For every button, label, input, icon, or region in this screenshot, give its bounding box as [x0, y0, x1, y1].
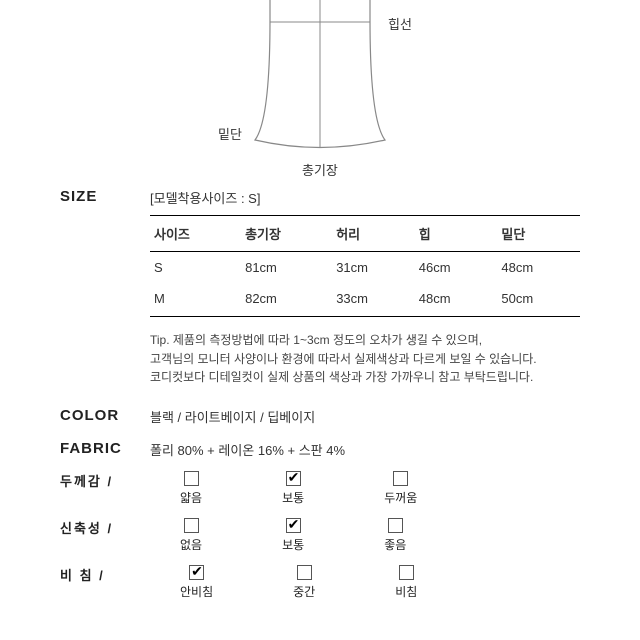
checkbox-icon — [399, 565, 414, 580]
size-cell: 33cm — [332, 283, 415, 317]
table-row: S81cm31cm46cm48cm — [150, 252, 580, 284]
table-row: M82cm33cm48cm50cm — [150, 283, 580, 317]
size-cell: 48cm — [497, 252, 580, 284]
size-table: 사이즈총기장허리힙밑단 S81cm31cm46cm48cmM82cm33cm48… — [150, 215, 580, 317]
option-label: 얇음 — [180, 489, 202, 506]
attribute-option: 보통 — [282, 518, 304, 553]
size-col-header: 밑단 — [497, 216, 580, 252]
option-label: 두꺼움 — [384, 489, 417, 506]
tip-line: 고객님의 모니터 사양이나 환경에 따라서 실제색상과 다르게 보일 수 있습니… — [150, 350, 580, 369]
size-cell: 31cm — [332, 252, 415, 284]
option-label: 보통 — [282, 489, 304, 506]
option-label: 없음 — [180, 536, 202, 553]
attribute-label: 신축성 / — [60, 518, 150, 537]
attribute-option: 두꺼움 — [384, 471, 417, 506]
attribute-row: 신축성 / 없음 보통 좋음 — [0, 518, 640, 553]
diagram-label-hem: 밑단 — [218, 124, 242, 143]
option-label: 안비침 — [180, 583, 213, 600]
size-cell: 50cm — [497, 283, 580, 317]
checkbox-icon — [286, 471, 301, 486]
checkbox-icon — [184, 471, 199, 486]
size-title: SIZE — [60, 188, 150, 205]
size-col-header: 힙 — [415, 216, 498, 252]
checkbox-icon — [297, 565, 312, 580]
fabric-title: FABRIC — [60, 440, 150, 457]
attribute-option: 비침 — [395, 565, 417, 600]
size-col-header: 사이즈 — [150, 216, 241, 252]
size-cell: 81cm — [241, 252, 332, 284]
size-cell: 82cm — [241, 283, 332, 317]
model-size-note: [모델착용사이즈 : S] — [150, 188, 580, 207]
color-value: 블랙 / 라이트베이지 / 딥베이지 — [150, 407, 580, 426]
diagram-label-hip: 힙선 — [388, 14, 412, 33]
attribute-row: 두께감 / 얇음 보통 두꺼움 — [0, 471, 640, 506]
attribute-row: 비 침 / 안비침 중간 비침 — [0, 565, 640, 600]
color-title: COLOR — [60, 407, 150, 424]
attribute-option: 보통 — [282, 471, 304, 506]
checkbox-icon — [388, 518, 403, 533]
checkbox-icon — [189, 565, 204, 580]
size-cell: 48cm — [415, 283, 498, 317]
fabric-value: 폴리 80% + 레이온 16% + 스판 4% — [150, 440, 580, 459]
size-col-header: 허리 — [332, 216, 415, 252]
checkbox-icon — [393, 471, 408, 486]
attribute-option: 중간 — [293, 565, 315, 600]
attribute-option: 없음 — [180, 518, 202, 553]
attribute-label: 두께감 / — [60, 471, 150, 490]
tip-line: 코디컷보다 디테일컷이 실제 상품의 색상과 가장 가까우니 참고 부탁드립니다… — [150, 368, 580, 387]
attribute-option: 좋음 — [384, 518, 406, 553]
option-label: 중간 — [293, 583, 315, 600]
diagram-label-length: 총기장 — [302, 160, 338, 179]
measurement-tip: Tip. 제품의 측정방법에 따라 1~3cm 정도의 오차가 생길 수 있으며… — [150, 331, 580, 387]
checkbox-icon — [184, 518, 199, 533]
attribute-option: 얇음 — [180, 471, 202, 506]
attribute-label: 비 침 / — [60, 565, 150, 584]
size-cell: 46cm — [415, 252, 498, 284]
size-cell: S — [150, 252, 241, 284]
garment-diagram: 힙선 밑단 총기장 — [0, 0, 640, 180]
checkbox-icon — [286, 518, 301, 533]
option-label: 좋음 — [384, 536, 406, 553]
size-col-header: 총기장 — [241, 216, 332, 252]
attribute-option: 안비침 — [180, 565, 213, 600]
option-label: 비침 — [395, 583, 417, 600]
size-cell: M — [150, 283, 241, 317]
option-label: 보통 — [282, 536, 304, 553]
tip-line: Tip. 제품의 측정방법에 따라 1~3cm 정도의 오차가 생길 수 있으며… — [150, 331, 580, 350]
